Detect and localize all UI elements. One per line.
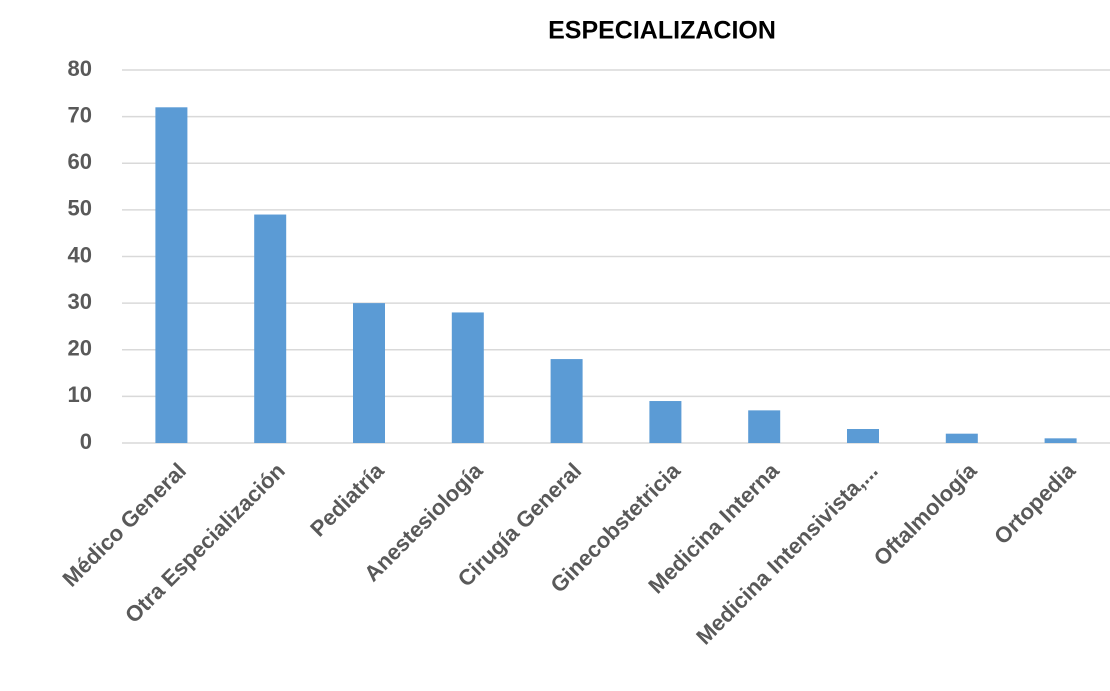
x-tick-label: Pediatría (305, 457, 389, 541)
y-tick-label: 50 (68, 196, 92, 221)
bar (550, 359, 583, 443)
y-tick-label: 40 (68, 242, 92, 267)
y-tick-label: 10 (68, 382, 92, 407)
x-tick-label: Medicina Intensivista,... (691, 458, 882, 649)
x-tick-label: Oftalmología (869, 457, 982, 570)
bar (353, 303, 385, 443)
bar (945, 433, 978, 443)
y-tick-label: 30 (68, 289, 92, 314)
bar (451, 312, 484, 443)
bar (254, 214, 287, 443)
bar (1044, 438, 1077, 443)
chart-title: ESPECIALIZACION (548, 17, 776, 45)
bar (649, 401, 682, 443)
bar (155, 107, 188, 444)
bar (847, 429, 879, 443)
y-tick-label: 70 (68, 102, 92, 127)
y-tick-label: 20 (68, 336, 92, 361)
x-tick-label: Ortopedia (989, 457, 1081, 549)
y-tick-label: 80 (68, 56, 92, 81)
x-tick-label: Otra Especialización (120, 458, 290, 628)
bar (748, 410, 781, 443)
y-tick-label: 60 (68, 149, 92, 174)
y-tick-label: 0 (80, 429, 92, 454)
